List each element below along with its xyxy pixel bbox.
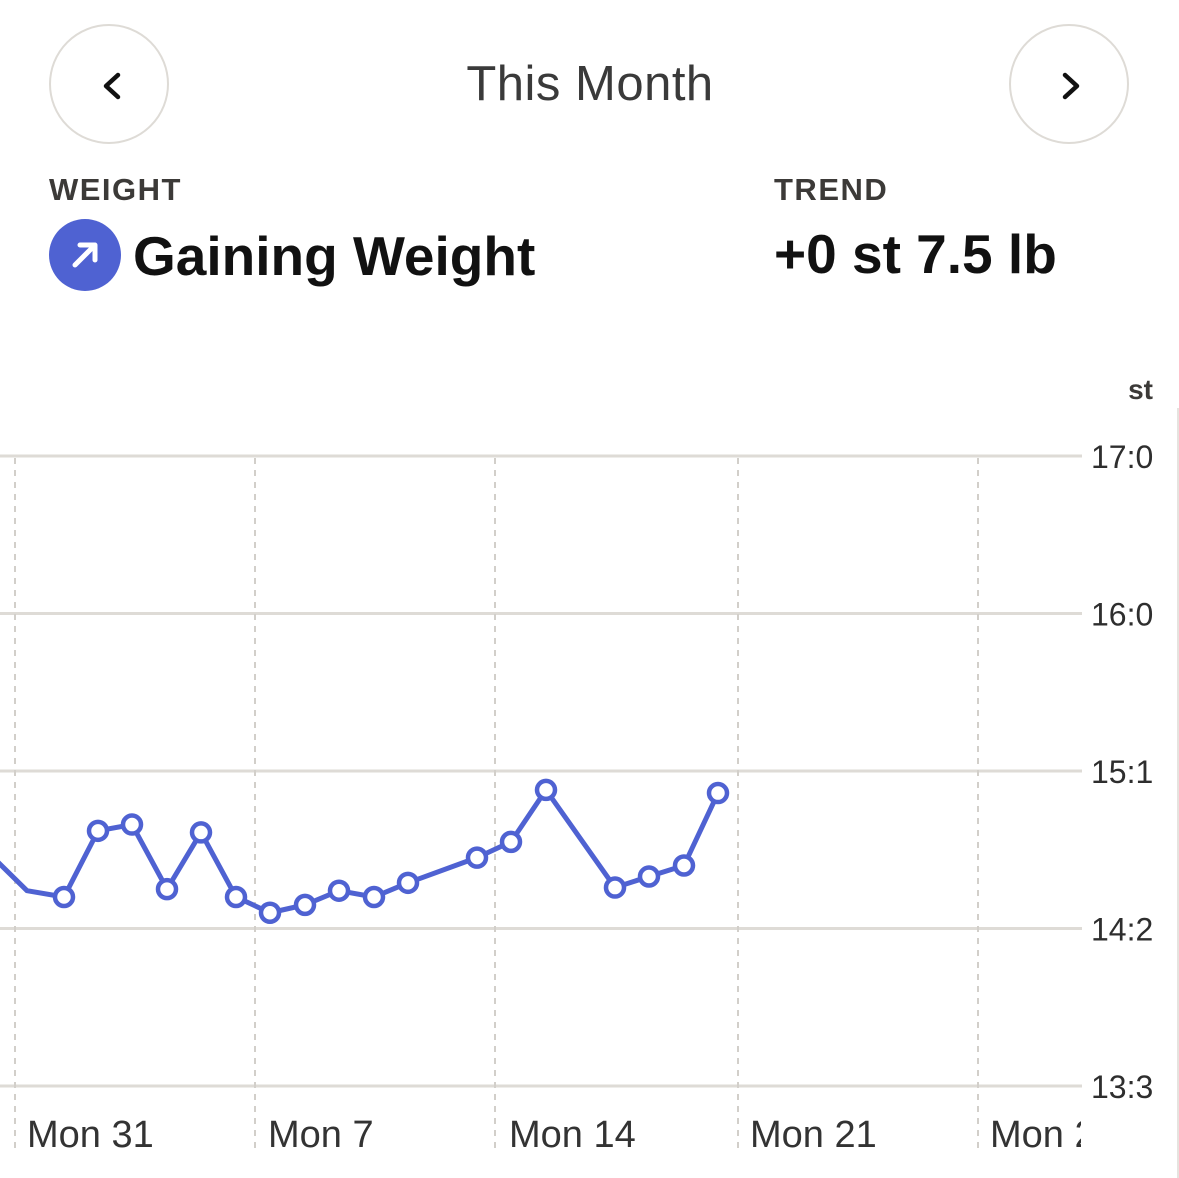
y-tick-label: 17:0 xyxy=(1091,439,1153,475)
x-tick-label: Mon 14 xyxy=(509,1114,636,1156)
data-point xyxy=(86,819,110,843)
data-point xyxy=(499,830,523,854)
chevron-right-icon xyxy=(1062,72,1080,100)
data-point xyxy=(258,901,282,924)
y-tick-label: 15:1 xyxy=(1091,754,1153,790)
trend-caption: TREND xyxy=(774,172,889,207)
y-tick-label: 13:3 xyxy=(1091,1069,1153,1105)
data-point xyxy=(52,885,76,909)
data-point xyxy=(672,854,696,877)
data-point xyxy=(293,893,317,917)
data-point xyxy=(465,846,489,869)
x-tick-label: Mon 31 xyxy=(27,1114,154,1156)
arrow-up-right-icon xyxy=(72,242,98,268)
data-point xyxy=(362,885,386,909)
period-title: This Month xyxy=(466,57,714,111)
x-tick-label: Mon 7 xyxy=(268,1114,374,1156)
data-point xyxy=(189,821,213,844)
trend-badge xyxy=(49,219,121,291)
x-tick-label: Mon 28 xyxy=(990,1114,1117,1156)
weight-status: Gaining Weight xyxy=(133,225,536,287)
weight-caption: WEIGHT xyxy=(49,172,182,207)
data-point xyxy=(327,879,351,902)
previous-period-button[interactable] xyxy=(49,24,169,144)
data-point xyxy=(534,778,558,802)
data-point xyxy=(120,813,144,836)
data-point xyxy=(603,876,627,899)
data-point xyxy=(706,781,730,805)
y-tick-label: 14:2 xyxy=(1091,912,1153,948)
data-point xyxy=(396,871,420,895)
x-tick-label: Mon 21 xyxy=(750,1114,877,1156)
data-point xyxy=(637,865,661,888)
y-unit-label: st xyxy=(1128,374,1153,405)
trend-value: +0 st 7.5 lb xyxy=(774,223,1057,285)
y-tick-label: 16:0 xyxy=(1091,597,1153,633)
chevron-left-icon xyxy=(103,72,121,100)
data-point xyxy=(224,885,248,909)
next-period-button[interactable] xyxy=(1009,24,1129,144)
data-point xyxy=(155,877,179,901)
